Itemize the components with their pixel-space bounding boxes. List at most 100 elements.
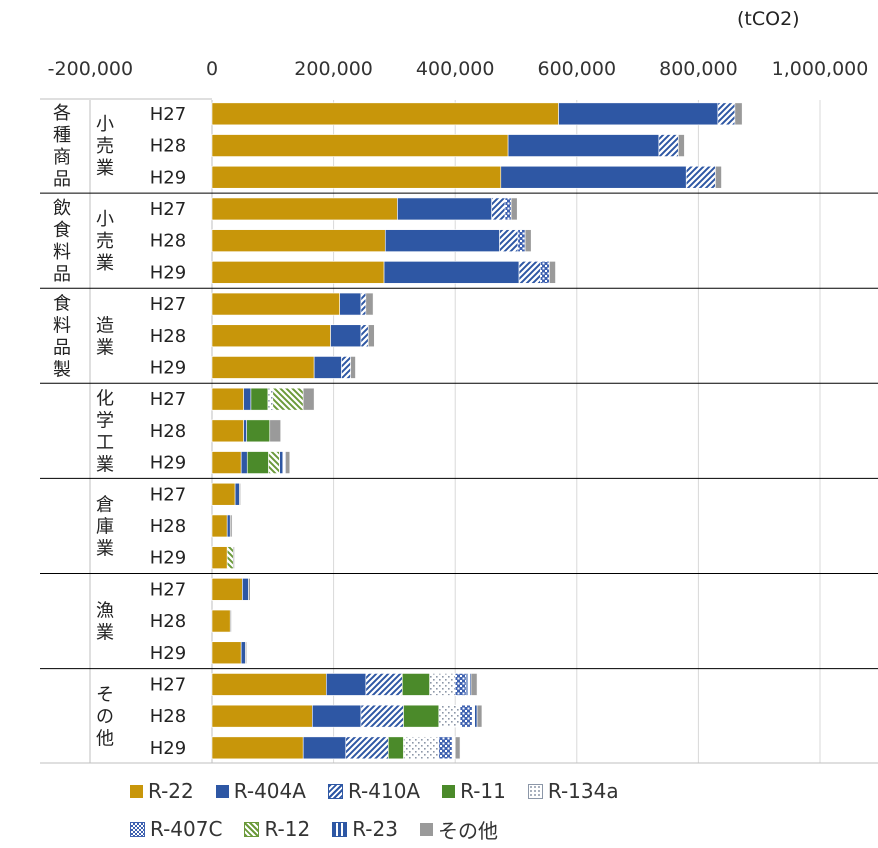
bar-segment — [367, 324, 375, 348]
bar-segment — [685, 165, 716, 189]
bar-segment — [211, 514, 228, 538]
bar-segment — [403, 704, 440, 728]
year-label: H28 — [150, 611, 186, 632]
year-label: H28 — [150, 516, 186, 537]
bar-segment — [504, 197, 512, 221]
group-label-char: 工 — [96, 432, 114, 453]
group-label: 化学工業 — [96, 388, 114, 475]
year-label: H29 — [150, 167, 186, 188]
x-tick-label: 400,000 — [416, 58, 495, 80]
legend-label: R-404A — [233, 779, 306, 803]
legend: R-22 R-404A R-410A R-11 R-134a R-407C R-12 R-2… — [130, 772, 830, 848]
bar-segment — [517, 229, 526, 252]
bar-segment — [384, 229, 500, 252]
group-label-char: 他 — [96, 729, 114, 750]
year-label: H28 — [150, 231, 186, 252]
bar-segment — [211, 261, 385, 284]
group-label: 小売業 — [96, 114, 114, 179]
legend-label: その他 — [437, 818, 498, 843]
legend-item: R-12 — [244, 817, 310, 841]
group-label: 造業 — [96, 315, 114, 358]
legend-row-1: R-22 R-404A R-410A R-11 R-134a — [130, 772, 830, 810]
group-label: 飲食料品 — [53, 198, 71, 285]
group-label-char: 業 — [96, 623, 114, 644]
bar-segment — [240, 641, 246, 665]
legend-swatch — [215, 784, 229, 798]
group-label-char: 製 — [53, 359, 71, 380]
year-label: H27 — [150, 199, 186, 220]
bar-segment — [476, 704, 483, 728]
group-label-char: そ — [96, 685, 114, 706]
group-label-char: 業 — [96, 158, 114, 179]
bar-segment — [211, 102, 559, 126]
bar-segment — [313, 356, 342, 379]
group-label: 漁業 — [96, 601, 114, 644]
year-label: H27 — [150, 579, 186, 600]
bar-segment — [678, 134, 685, 157]
bar-segment — [211, 387, 244, 411]
bar-segment — [499, 229, 519, 252]
x-tick-label: 600,000 — [538, 58, 617, 80]
group-label-char: 庫 — [96, 516, 114, 537]
bar-segment — [500, 165, 687, 189]
bar-segment — [211, 578, 243, 601]
group-label-char: 造 — [96, 315, 114, 336]
x-tick-label: 800,000 — [659, 58, 738, 80]
bar-segment — [250, 387, 269, 411]
legend-label: R-11 — [460, 779, 506, 803]
legend-swatch — [332, 821, 348, 837]
group-label-char: 売 — [96, 136, 114, 157]
bar-segment — [402, 673, 430, 696]
year-label: H27 — [150, 674, 186, 695]
group-label-char: 小 — [96, 209, 114, 230]
legend-label: R-23 — [352, 817, 398, 841]
bar-segment — [211, 165, 502, 189]
bar-segment — [234, 482, 240, 506]
group-label-char: 業 — [96, 337, 114, 358]
x-tick-label: 0 — [206, 58, 218, 80]
bar-segment — [243, 387, 252, 411]
group-label-char: 業 — [96, 253, 114, 274]
group-label-char: 業 — [96, 454, 114, 475]
group-label-char: 化 — [96, 388, 114, 409]
bar-segment — [360, 292, 367, 316]
bar-segment — [388, 736, 404, 760]
bar-segment — [345, 736, 389, 760]
x-tick-label: -200,000 — [48, 58, 133, 80]
bar-segment — [267, 387, 274, 411]
legend-item: R-23 — [332, 817, 398, 841]
group-label-char: 漁 — [96, 601, 114, 622]
bar-segment — [438, 736, 453, 760]
bar-segment — [454, 736, 461, 760]
bar-segment — [226, 514, 231, 538]
bar-segment — [403, 736, 440, 760]
bar-segment — [246, 419, 271, 443]
legend-item: R-410A — [327, 779, 420, 803]
group-label: 各種商品 — [53, 103, 71, 190]
bar-segment — [507, 134, 660, 157]
bar-segment — [226, 546, 234, 569]
legend-swatch — [442, 784, 456, 798]
group-label: 倉庫業 — [96, 494, 114, 559]
category-labels: H27H28H29各種商品小売業H27H28H29飲食料品小売業H27H28H2… — [53, 103, 186, 759]
group-label-char: 食 — [53, 293, 71, 314]
bar-segment — [341, 356, 351, 379]
year-label: H27 — [150, 484, 186, 505]
bar-segment — [229, 609, 232, 633]
legend-item: R-134a — [527, 779, 619, 803]
group-label-char: 学 — [96, 410, 114, 431]
bar-segment — [285, 451, 291, 474]
x-axis-ticks: -200,000 0 200,000 400,000 600,000 800,000 1,0… — [48, 58, 869, 80]
bar-segment — [549, 261, 556, 284]
legend-item: R-11 — [442, 779, 506, 803]
bar-segment — [211, 229, 386, 252]
bar-segment — [429, 673, 456, 696]
bar-segment — [465, 673, 472, 696]
bar-segment — [242, 578, 249, 601]
unit-label: (tCO2) — [737, 8, 800, 30]
bar-segment — [211, 197, 398, 221]
legend-item: その他 — [419, 815, 498, 844]
legend-label: R-134a — [547, 779, 619, 803]
group-label-char: 品 — [53, 337, 71, 358]
group-label-char: 食 — [53, 220, 71, 241]
